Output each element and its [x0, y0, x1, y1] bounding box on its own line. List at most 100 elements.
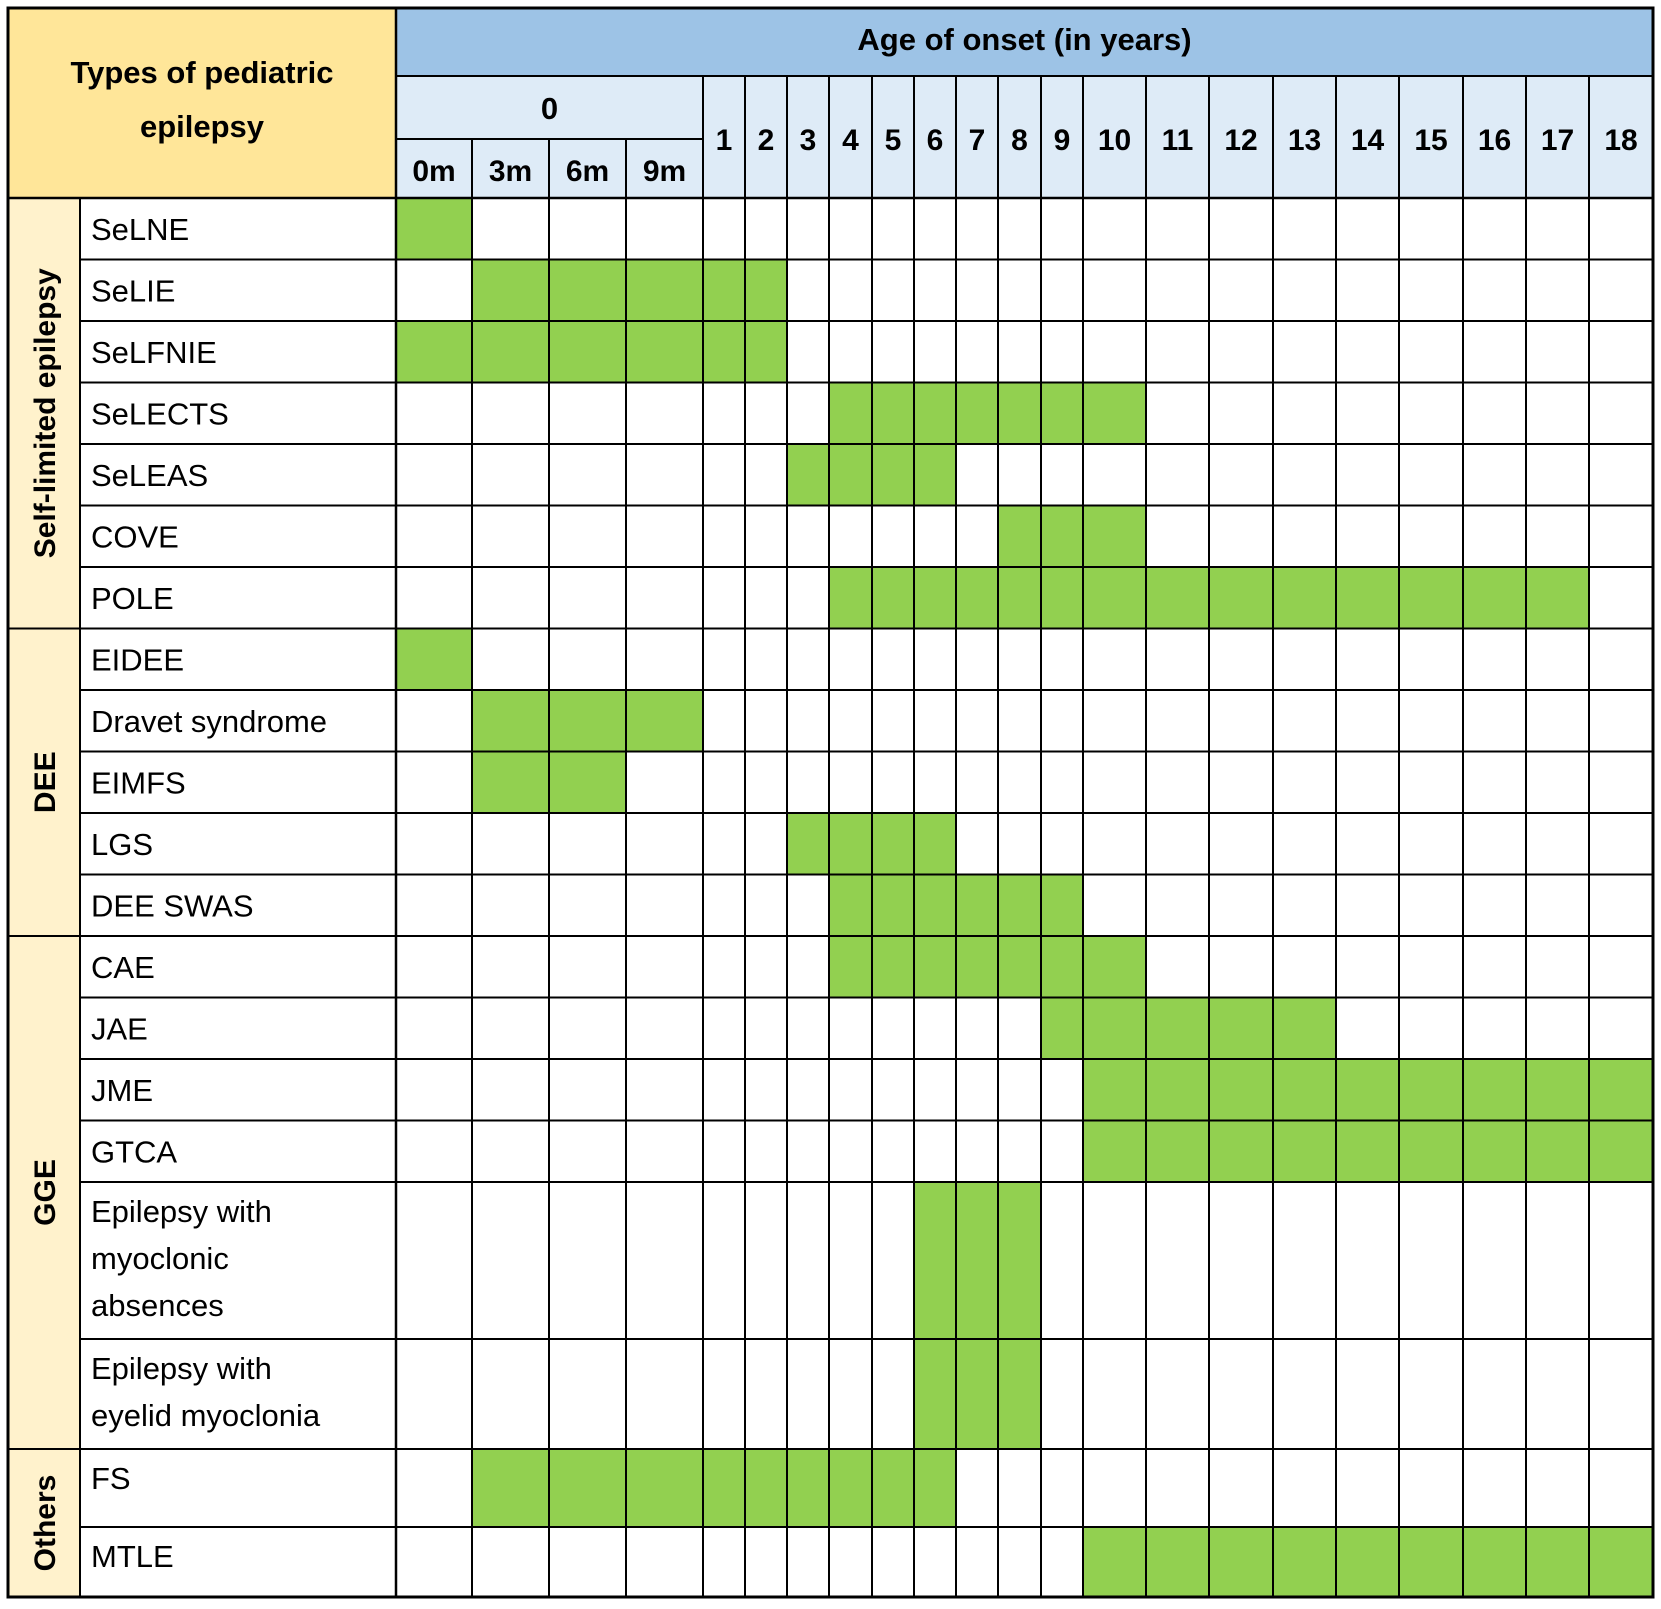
onset-cell — [703, 259, 745, 321]
axis-title: Age of onset (in years) — [857, 22, 1191, 57]
onset-cell — [703, 321, 745, 383]
onset-cell — [1336, 567, 1399, 629]
column-label: 6 — [927, 124, 944, 157]
column-label: 15 — [1414, 124, 1447, 157]
onset-cell — [787, 444, 829, 506]
table-border — [6, 6, 1655, 1599]
group-label: Others — [29, 1475, 62, 1572]
column-label: 3m — [489, 155, 532, 188]
row-label: DEE SWAS — [91, 888, 254, 923]
column-label: 9 — [1054, 124, 1071, 157]
onset-cell — [914, 1182, 956, 1339]
onset-cell — [1463, 1059, 1526, 1121]
row-label: SeLEAS — [91, 458, 208, 493]
onset-cell — [396, 321, 472, 383]
row-label: COVE — [91, 519, 179, 554]
row-label: MTLE — [91, 1539, 174, 1574]
group-label-cell — [8, 628, 80, 936]
onset-cell — [1273, 997, 1336, 1059]
onset-cell — [998, 567, 1041, 629]
onset-cell — [787, 1449, 829, 1527]
onset-cell — [1209, 1120, 1273, 1182]
onset-cell — [872, 567, 914, 629]
onset-cell — [1589, 1120, 1653, 1182]
onset-cell — [956, 1182, 998, 1339]
onset-cell — [1209, 997, 1273, 1059]
onset-cell — [1041, 936, 1083, 998]
row-label: absences — [91, 1288, 224, 1323]
onset-cell — [1273, 1120, 1336, 1182]
onset-cell — [956, 382, 998, 444]
onset-cell — [1146, 567, 1209, 629]
onset-cell — [1083, 936, 1146, 998]
column-label: 8 — [1011, 124, 1028, 157]
column-label: 14 — [1351, 124, 1385, 157]
onset-cell — [549, 751, 626, 813]
row-label: FS — [91, 1461, 131, 1496]
onset-cell — [472, 751, 549, 813]
onset-cell — [1041, 505, 1083, 567]
row-label: CAE — [91, 950, 155, 985]
column-label: 16 — [1478, 124, 1511, 157]
onset-cell — [829, 382, 872, 444]
onset-cell — [549, 259, 626, 321]
onset-cell — [1336, 1527, 1399, 1597]
onset-cell — [1399, 1120, 1463, 1182]
onset-cell — [1463, 1527, 1526, 1597]
onset-cell — [1273, 567, 1336, 629]
axis-title-cell — [396, 8, 1653, 76]
onset-cell — [549, 1449, 626, 1527]
onset-cell — [956, 567, 998, 629]
onset-cell — [998, 505, 1041, 567]
row-label: POLE — [91, 581, 174, 616]
column-label: 18 — [1604, 124, 1637, 157]
onset-cell — [549, 690, 626, 752]
row-label: GTCA — [91, 1134, 177, 1169]
onset-cell — [626, 259, 703, 321]
corner-header-line-1: Types of pediatric — [71, 55, 334, 90]
row-label: Dravet syndrome — [91, 704, 327, 739]
onset-cell — [1209, 1527, 1273, 1597]
row-label: myoclonic — [91, 1241, 229, 1276]
onset-cell — [1041, 997, 1083, 1059]
onset-cell — [1209, 567, 1273, 629]
onset-cell — [1146, 997, 1209, 1059]
onset-cell — [872, 382, 914, 444]
onset-cell — [787, 813, 829, 875]
onset-cell — [914, 813, 956, 875]
row-label: EIDEE — [91, 642, 184, 677]
column-label: 4 — [842, 124, 859, 157]
onset-cell — [829, 444, 872, 506]
onset-cell — [1209, 1059, 1273, 1121]
onset-cell — [626, 321, 703, 383]
onset-cell — [1463, 567, 1526, 629]
onset-cell — [1083, 382, 1146, 444]
onset-cell — [472, 259, 549, 321]
onset-cell — [1273, 1059, 1336, 1121]
group-label-cell — [8, 198, 80, 629]
onset-cell — [1336, 1059, 1399, 1121]
onset-cell — [1526, 1527, 1589, 1597]
row-label: Epilepsy with — [91, 1351, 272, 1386]
onset-cell — [914, 874, 956, 936]
onset-cell — [956, 874, 998, 936]
onset-cell — [872, 936, 914, 998]
onset-cell — [914, 444, 956, 506]
group-label: GGE — [29, 1159, 62, 1226]
onset-cell — [914, 567, 956, 629]
onset-cell — [1083, 1527, 1146, 1597]
row-label: SeLNE — [91, 212, 189, 247]
onset-cell — [998, 874, 1041, 936]
onset-cell — [472, 321, 549, 383]
onset-cell — [472, 690, 549, 752]
group-label-cell — [8, 1449, 80, 1597]
row-label: EIMFS — [91, 765, 186, 800]
onset-cell — [1589, 1527, 1653, 1597]
column-label: 12 — [1224, 124, 1257, 157]
corner-header-cell — [8, 8, 396, 198]
row-label: LGS — [91, 827, 153, 862]
onset-cell — [872, 874, 914, 936]
onset-cell — [1589, 1059, 1653, 1121]
group-label: Self-limited epilepsy — [29, 268, 62, 558]
